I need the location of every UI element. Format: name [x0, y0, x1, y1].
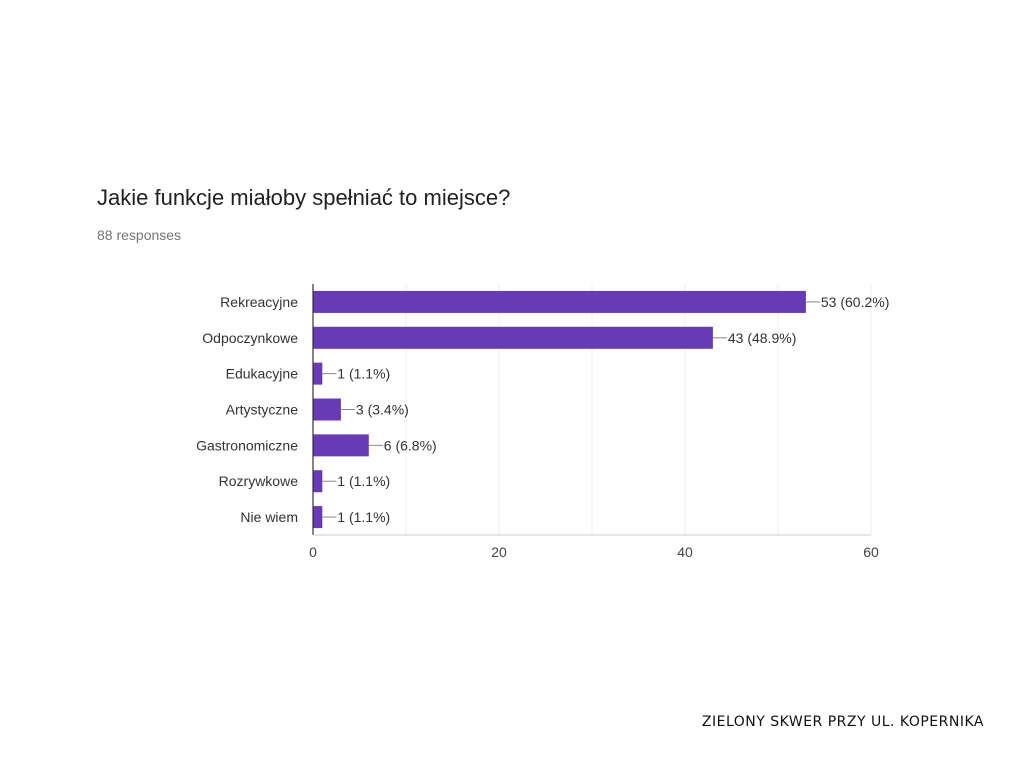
category-label: Rozrywkowe: [219, 473, 299, 489]
x-tick-label: 60: [863, 544, 879, 560]
data-label: 53 (60.2%): [821, 294, 889, 310]
footer-caption: ZIELONY SKWER PRZY UL. KOPERNIKA: [701, 714, 984, 730]
data-label: 1 (1.1%): [337, 509, 390, 525]
category-label: Artystyczne: [226, 402, 299, 418]
x-tick-label: 20: [491, 544, 507, 560]
bar-chart: Rekreacyjne 53 (60.2%) Odpoczynkowe 43 (48.…: [196, 284, 889, 560]
question-title: Jakie funkcje miałoby spełniać to miejsc…: [97, 185, 511, 210]
data-label: 1 (1.1%): [337, 366, 390, 382]
x-tick-label: 0: [309, 544, 317, 560]
x-tick-label: 40: [677, 544, 693, 560]
data-label: 1 (1.1%): [337, 473, 390, 489]
data-label: 3 (3.4%): [356, 402, 409, 418]
data-label: 43 (48.9%): [728, 330, 796, 346]
bar: [313, 434, 369, 457]
bar: [313, 290, 806, 313]
bar: [313, 326, 713, 349]
bar: [313, 506, 323, 529]
category-label: Edukacyjne: [226, 366, 299, 382]
category-label: Nie wiem: [240, 509, 298, 525]
category-label: Gastronomiczne: [196, 437, 298, 453]
bar: [313, 470, 323, 493]
response-count: 88 responses: [97, 227, 182, 243]
bar: [313, 398, 341, 421]
bar: [313, 362, 323, 385]
category-label: Odpoczynkowe: [202, 330, 298, 346]
data-label: 6 (6.8%): [384, 437, 437, 453]
category-label: Rekreacyjne: [220, 294, 298, 310]
